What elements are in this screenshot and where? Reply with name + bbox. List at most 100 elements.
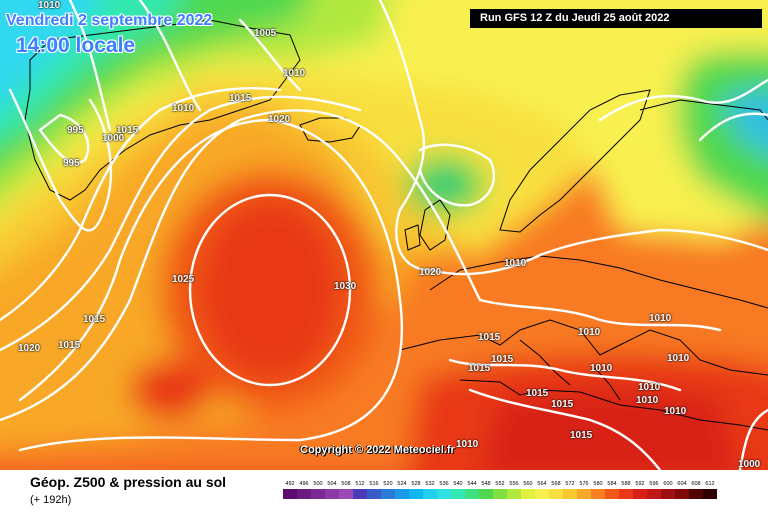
isobar-label: 1015 xyxy=(116,125,139,136)
weather-map xyxy=(0,0,768,470)
legend-swatch xyxy=(451,489,465,499)
map-title: Géop. Z500 & pression au sol xyxy=(30,474,227,490)
isobar-label: 1010 xyxy=(590,363,613,374)
legend-entry: 536 xyxy=(437,480,451,499)
isobar-label: 1010 xyxy=(664,406,687,417)
legend-entry: 492 xyxy=(283,480,297,499)
geopotential-field xyxy=(0,0,768,470)
isobar-label: 1020 xyxy=(268,114,291,125)
coastlines xyxy=(24,19,768,431)
legend-swatch xyxy=(563,489,577,499)
isobar-label: 1015 xyxy=(83,314,106,325)
legend-value: 608 xyxy=(691,481,701,487)
legend-swatch xyxy=(605,489,619,499)
legend-value: 504 xyxy=(327,481,337,487)
legend-swatch xyxy=(353,489,367,499)
isobar-label: 1005 xyxy=(254,28,277,39)
legend-value: 576 xyxy=(579,481,589,487)
isobar-label: 1015 xyxy=(551,399,574,410)
legend-swatch xyxy=(437,489,451,499)
isobar-label: 1010 xyxy=(172,103,195,114)
legend-entry: 496 xyxy=(297,480,311,499)
legend-value: 584 xyxy=(607,481,617,487)
legend-swatch xyxy=(661,489,675,499)
legend-entry: 592 xyxy=(633,480,647,499)
legend-swatch xyxy=(507,489,521,499)
isobar-label: 1010 xyxy=(578,327,601,338)
legend-value: 544 xyxy=(467,481,477,487)
legend-value: 528 xyxy=(411,481,421,487)
legend-swatch xyxy=(493,489,507,499)
legend-entry: 556 xyxy=(507,480,521,499)
legend-swatch xyxy=(703,489,717,499)
isobar-label: 1010 xyxy=(38,0,61,11)
legend-swatch xyxy=(325,489,339,499)
isobar-label: 1010 xyxy=(667,353,690,364)
legend-entry: 608 xyxy=(689,480,703,499)
isobar-label: 1015 xyxy=(58,340,81,351)
legend-value: 592 xyxy=(635,481,645,487)
legend-entry: 512 xyxy=(353,480,367,499)
legend-swatch xyxy=(633,489,647,499)
legend-value: 560 xyxy=(523,481,533,487)
legend-value: 496 xyxy=(299,481,309,487)
legend-entry: 580 xyxy=(591,480,605,499)
isobar-label: 1030 xyxy=(334,281,357,292)
legend-value: 580 xyxy=(593,481,603,487)
legend-swatch xyxy=(549,489,563,499)
isobar-label: 1020 xyxy=(18,343,41,354)
legend-entry: 528 xyxy=(409,480,423,499)
forecast-hours: (+ 192h) xyxy=(30,494,72,506)
isobars xyxy=(0,0,768,470)
legend-swatch xyxy=(591,489,605,499)
legend-entry: 500 xyxy=(311,480,325,499)
legend-entry: 552 xyxy=(493,480,507,499)
isobar-label: 1010 xyxy=(283,68,306,79)
legend-entry: 584 xyxy=(605,480,619,499)
legend-value: 552 xyxy=(495,481,505,487)
legend-value: 568 xyxy=(551,481,561,487)
isobar-label: 1020 xyxy=(419,267,442,278)
forecast-date: Vendredi 2 septembre 2022 xyxy=(6,12,213,29)
legend-entry: 596 xyxy=(647,480,661,499)
isobar-label: 1015 xyxy=(468,363,491,374)
legend-swatch xyxy=(381,489,395,499)
isobar-label: 1015 xyxy=(491,354,514,365)
forecast-local-time: 14:00 locale xyxy=(16,34,136,57)
legend-entry: 520 xyxy=(381,480,395,499)
legend-value: 572 xyxy=(565,481,575,487)
legend-entry: 516 xyxy=(367,480,381,499)
legend-swatch xyxy=(311,489,325,499)
isobar-label: 1000 xyxy=(738,459,761,470)
legend-entry: 576 xyxy=(577,480,591,499)
legend-value: 536 xyxy=(439,481,449,487)
legend-value: 524 xyxy=(397,481,407,487)
legend-swatch xyxy=(619,489,633,499)
legend-value: 600 xyxy=(663,481,673,487)
isobar-label: 1010 xyxy=(456,439,479,450)
legend-swatch xyxy=(339,489,353,499)
legend-entry: 548 xyxy=(479,480,493,499)
isobar-label: 995 xyxy=(67,125,84,136)
color-legend: 492 496 500 504 508 512 516 520 524 528 532 536 540 5… xyxy=(283,480,717,499)
isobar-label: 1010 xyxy=(636,395,659,406)
legend-value: 512 xyxy=(355,481,365,487)
legend-swatch xyxy=(297,489,311,499)
legend-value: 612 xyxy=(705,481,715,487)
legend-entry: 572 xyxy=(563,480,577,499)
isobar-label: 1015 xyxy=(229,93,252,104)
legend-entry: 504 xyxy=(325,480,339,499)
run-info-box: Run GFS 12 Z du Jeudi 25 août 2022 xyxy=(470,9,762,28)
legend-entry: 600 xyxy=(661,480,675,499)
isobar-label: 1010 xyxy=(638,382,661,393)
legend-value: 508 xyxy=(341,481,351,487)
legend-value: 556 xyxy=(509,481,519,487)
legend-value: 516 xyxy=(369,481,379,487)
legend-value: 540 xyxy=(453,481,463,487)
legend-entry: 544 xyxy=(465,480,479,499)
legend-entry: 560 xyxy=(521,480,535,499)
legend-swatch xyxy=(395,489,409,499)
legend-swatch xyxy=(423,489,437,499)
legend-entry: 612 xyxy=(703,480,717,499)
legend-value: 520 xyxy=(383,481,393,487)
